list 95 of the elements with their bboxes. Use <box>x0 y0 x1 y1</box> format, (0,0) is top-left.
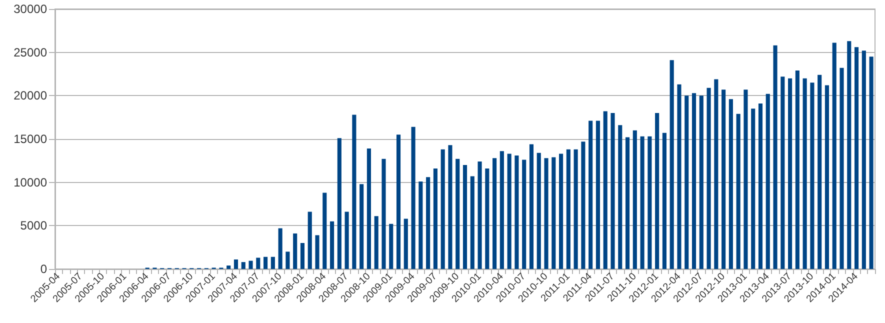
bar <box>766 94 770 269</box>
bar <box>706 88 711 269</box>
bar <box>374 216 378 269</box>
bar <box>256 258 260 269</box>
bar <box>234 259 238 269</box>
y-tick-label: 0 <box>40 262 48 276</box>
bar <box>330 221 334 269</box>
bar <box>640 136 644 269</box>
bar <box>677 84 682 269</box>
bar <box>714 79 718 269</box>
bar <box>662 132 666 269</box>
bar <box>241 262 246 269</box>
bar <box>485 168 490 269</box>
bar <box>300 243 305 269</box>
bar <box>514 155 519 269</box>
bar <box>588 120 593 269</box>
bar <box>751 108 756 269</box>
bar <box>610 113 615 269</box>
bar <box>699 96 704 269</box>
bar <box>440 149 445 269</box>
bar <box>559 154 564 269</box>
bar <box>544 158 548 269</box>
bar <box>315 235 320 269</box>
y-tick-label: 5000 <box>20 218 48 233</box>
bar <box>596 120 600 269</box>
bar <box>802 78 807 269</box>
bar <box>728 99 733 269</box>
bar <box>655 113 660 269</box>
bar <box>536 152 541 269</box>
y-tick-label: 15000 <box>14 132 48 146</box>
bar <box>226 266 231 269</box>
bar <box>389 224 394 269</box>
bar <box>507 154 512 269</box>
bar <box>418 181 423 269</box>
bar <box>722 90 726 269</box>
bar <box>344 212 349 269</box>
bar <box>818 74 822 269</box>
bar <box>366 148 371 269</box>
bar <box>293 233 298 269</box>
bar <box>270 256 275 269</box>
bar <box>854 47 859 269</box>
bar <box>869 56 874 269</box>
bar <box>581 142 586 269</box>
bar <box>264 256 268 269</box>
bar <box>632 130 637 269</box>
bar <box>847 41 852 269</box>
bar <box>684 96 689 269</box>
bar <box>426 177 430 269</box>
y-tick-label: 10000 <box>14 175 48 190</box>
bar <box>618 125 622 269</box>
bar <box>832 42 836 269</box>
bar <box>744 90 748 269</box>
bar <box>566 149 570 269</box>
bar <box>780 76 785 269</box>
bar <box>470 176 474 269</box>
bar <box>625 137 630 269</box>
bar <box>448 145 452 269</box>
bar <box>758 103 763 269</box>
bar <box>411 126 416 269</box>
y-tick-label: 20000 <box>14 88 48 103</box>
bar <box>574 149 578 269</box>
bar <box>736 114 740 269</box>
y-tick-label: 30000 <box>14 2 48 16</box>
bar <box>433 168 438 269</box>
bar <box>248 260 253 269</box>
bar <box>456 158 460 269</box>
bar <box>308 212 312 269</box>
bar <box>773 45 778 269</box>
bar <box>478 162 482 269</box>
bar <box>382 158 386 269</box>
bar <box>810 82 814 269</box>
bar <box>492 158 497 269</box>
bar <box>396 134 401 269</box>
bar <box>692 93 696 269</box>
bar <box>352 114 356 269</box>
bar <box>278 228 282 269</box>
bar <box>840 68 844 269</box>
bar <box>404 218 408 269</box>
bar <box>529 144 534 269</box>
y-tick-label: 25000 <box>14 45 48 60</box>
bar <box>337 138 342 269</box>
bar <box>795 70 800 269</box>
bar <box>360 184 364 269</box>
bar <box>824 85 830 269</box>
bar <box>552 157 556 269</box>
bar <box>462 165 468 269</box>
bar <box>522 160 526 269</box>
bar <box>322 192 327 269</box>
bar <box>788 78 792 269</box>
bar <box>500 151 504 269</box>
bar <box>286 252 290 269</box>
bar <box>862 50 866 269</box>
bar <box>670 60 674 269</box>
bar <box>648 136 652 269</box>
bar <box>603 111 608 269</box>
